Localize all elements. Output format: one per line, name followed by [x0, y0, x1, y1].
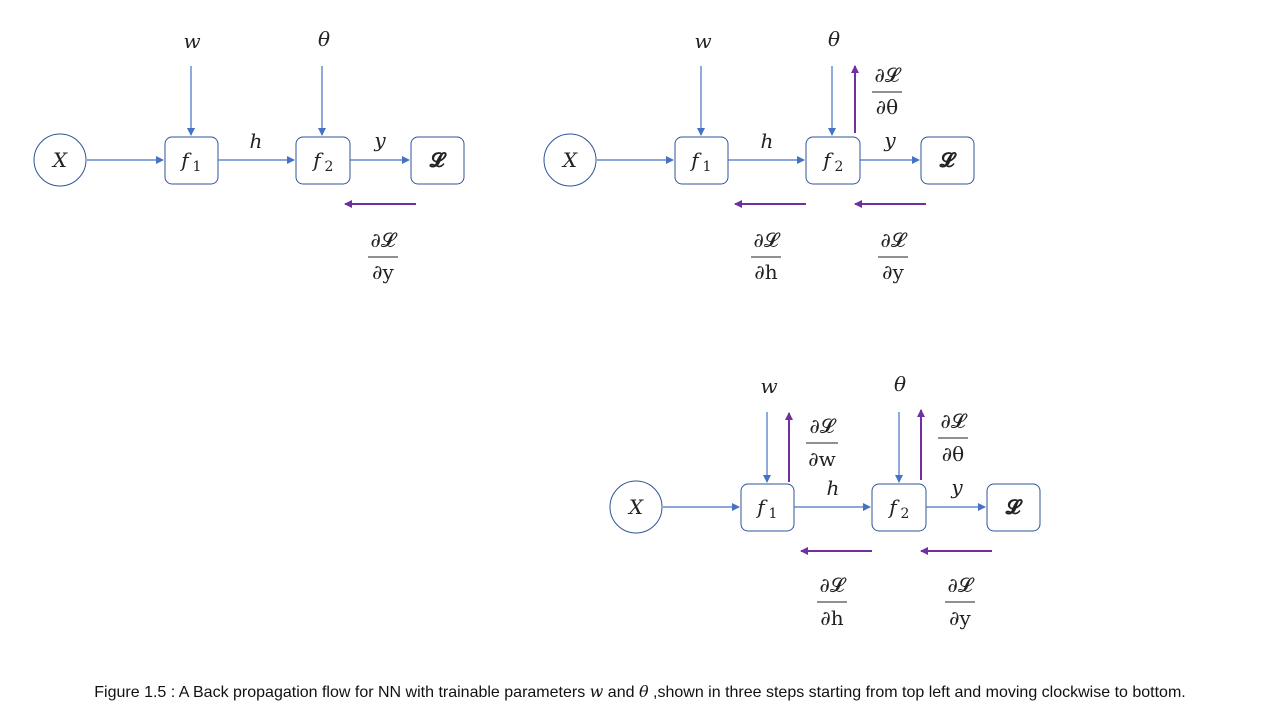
- w-label: w: [183, 29, 200, 53]
- w-label: w: [694, 29, 711, 53]
- caption-theta: θ: [638, 682, 649, 701]
- f2-node: [871, 483, 927, 532]
- grad-dy-numerator: ∂𝓛: [948, 573, 975, 597]
- grad-dh-denominator: ∂h: [820, 606, 843, 630]
- theta-label: θ: [318, 27, 330, 51]
- grad-dy-denominator: ∂y: [882, 260, 904, 284]
- input-node: [609, 480, 663, 534]
- input-label: X: [627, 495, 644, 519]
- step-2-diagram: X f 1 f 2 𝓛 w θ h y ∂𝓛 ∂θ ∂�: [543, 27, 975, 284]
- grad-dtheta-numerator: ∂𝓛: [941, 409, 968, 433]
- grad-dw-numerator: ∂𝓛: [810, 414, 837, 438]
- grad-dtheta-numerator: ∂𝓛: [875, 63, 902, 87]
- grad-dh-numerator: ∂𝓛: [820, 573, 847, 597]
- caption-suffix: ,shown in three steps starting from top …: [648, 684, 1186, 701]
- grad-dw-denominator: ∂w: [808, 447, 835, 471]
- loss-node: [410, 136, 465, 185]
- f2-node: [295, 136, 351, 185]
- h-label: h: [250, 129, 263, 153]
- f2-node: [805, 136, 861, 185]
- grad-dy-denominator: ∂y: [949, 606, 971, 630]
- w-label: w: [760, 374, 777, 398]
- loss-node: [920, 136, 975, 185]
- grad-dy-numerator: ∂𝓛: [371, 228, 398, 252]
- h-label: h: [827, 476, 840, 500]
- f1-subscript: 1: [703, 159, 712, 175]
- loss-label: 𝓛: [1005, 495, 1023, 519]
- y-label: y: [950, 475, 963, 499]
- input-node: [543, 133, 597, 187]
- loss-label: 𝓛: [429, 148, 447, 172]
- y-label: y: [373, 128, 386, 152]
- input-label: X: [51, 148, 68, 172]
- input-node: [33, 133, 87, 187]
- step-1-diagram: X f 1 f 2 𝓛 w θ h y ∂𝓛 ∂y: [33, 27, 465, 284]
- grad-dh-numerator: ∂𝓛: [754, 228, 781, 252]
- f1-subscript: 1: [193, 159, 202, 175]
- f1-node: [164, 136, 219, 185]
- f1-node: [740, 483, 795, 532]
- input-label: X: [561, 148, 578, 172]
- caption-and: and: [603, 684, 639, 701]
- y-label: y: [883, 128, 896, 152]
- grad-dh-denominator: ∂h: [754, 260, 777, 284]
- loss-label: 𝓛: [939, 148, 957, 172]
- loss-node: [986, 483, 1041, 532]
- grad-dtheta-denominator: ∂θ: [942, 442, 964, 466]
- f2-subscript: 2: [901, 506, 910, 522]
- caption-w: w: [589, 682, 604, 701]
- f2-subscript: 2: [835, 159, 844, 175]
- step-3-diagram: X f 1 f 2 𝓛 w θ h y ∂𝓛 ∂w ∂�: [609, 372, 1041, 630]
- f1-subscript: 1: [769, 506, 778, 522]
- caption-prefix: Figure 1.5 : A Back propagation flow for…: [94, 684, 590, 701]
- f1-node: [674, 136, 729, 185]
- grad-dy-numerator: ∂𝓛: [881, 228, 908, 252]
- h-label: h: [761, 129, 774, 153]
- figure-caption: Figure 1.5 : A Back propagation flow for…: [0, 682, 1280, 702]
- theta-label: θ: [828, 27, 840, 51]
- f2-subscript: 2: [325, 159, 334, 175]
- grad-dtheta-denominator: ∂θ: [876, 95, 898, 119]
- grad-dy-denominator: ∂y: [372, 260, 394, 284]
- theta-label: θ: [894, 372, 906, 396]
